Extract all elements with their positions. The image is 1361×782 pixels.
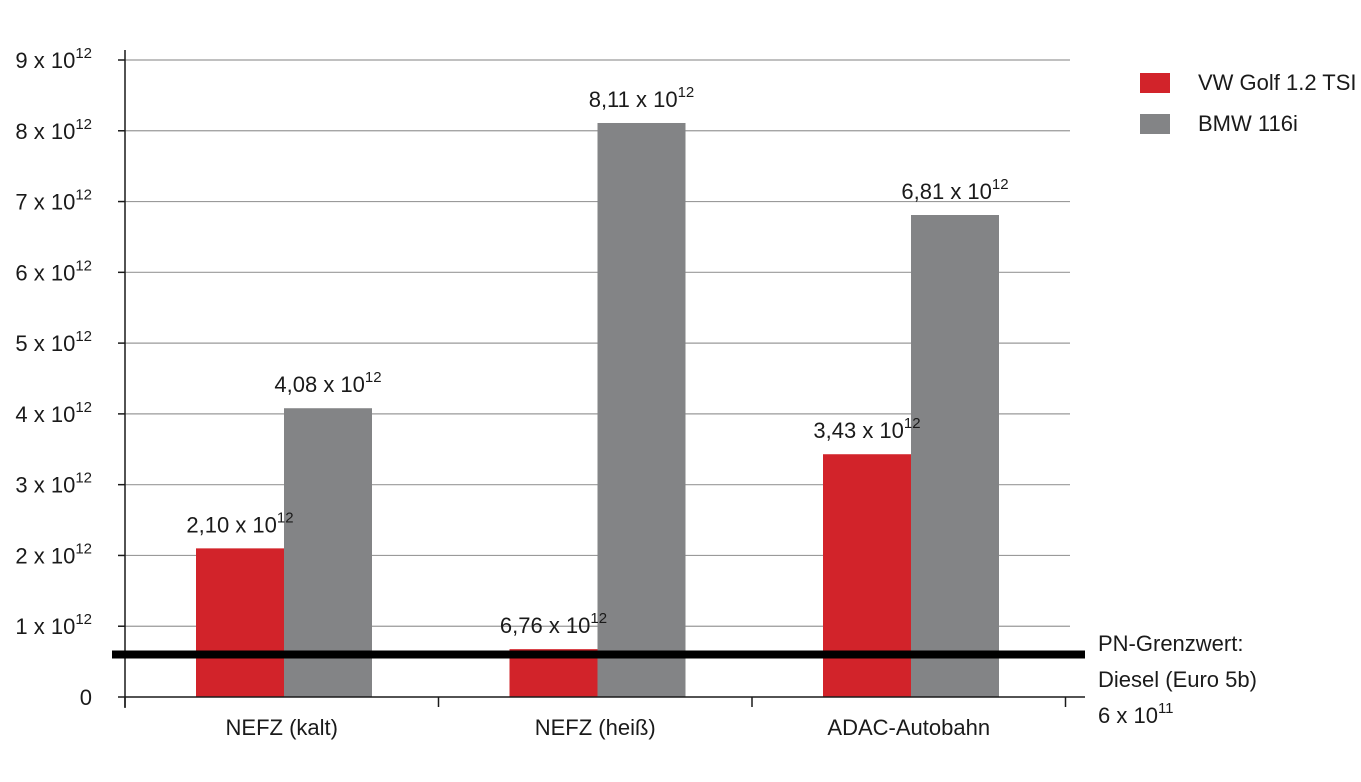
data-label: 6,76 x 1012 [500, 610, 607, 638]
axes [118, 50, 1085, 708]
x-tick-label: NEFZ (heiß) [535, 715, 656, 740]
x-tick-label: ADAC-Autobahn [827, 715, 990, 740]
bar-vw-golf [196, 548, 284, 697]
threshold-value-label: 6 x 1011 [1098, 700, 1174, 728]
y-tick-label: 6 x 1012 [15, 257, 92, 285]
y-tick-label: 7 x 1012 [15, 187, 92, 215]
legend-swatch [1140, 114, 1170, 134]
y-tick-label: 9 x 1012 [15, 45, 92, 73]
y-tick-label: 2 x 1012 [15, 540, 92, 568]
legend: VW Golf 1.2 TSI BMW 116i [1140, 70, 1357, 136]
bar-bmw-116i [911, 215, 999, 697]
data-label: 4,08 x 1012 [274, 369, 381, 397]
bars [196, 122, 999, 697]
y-tick-label: 5 x 1012 [15, 328, 92, 356]
data-label: 8,11 x 1012 [589, 84, 695, 112]
y-tick-label: 4 x 1012 [15, 399, 92, 427]
legend-swatch [1140, 73, 1170, 93]
y-tick-label: 1 x 1012 [15, 611, 92, 639]
bar-bmw-116i [284, 408, 372, 697]
threshold-label: PN-Grenzwert: [1098, 631, 1243, 656]
legend-label: VW Golf 1.2 TSI [1198, 70, 1357, 95]
bar-vw-golf [823, 454, 911, 697]
x-tick-label: NEFZ (kalt) [226, 715, 338, 740]
bar-bmw-116i [597, 122, 686, 697]
threshold-label: Diesel (Euro 5b) [1098, 667, 1257, 692]
y-tick-label: 0 [80, 685, 92, 710]
y-tick-label: 8 x 1012 [15, 116, 92, 144]
data-label: 3,43 x 1012 [813, 415, 920, 443]
data-label: 2,10 x 1012 [186, 509, 293, 537]
labels: 0 1 x 1012 2 x 1012 3 x 1012 4 x 1012 5 x 101… [15, 45, 1257, 740]
y-tick-label: 3 x 1012 [15, 470, 92, 498]
legend-label: BMW 116i [1198, 111, 1298, 136]
data-label: 6,81 x 1012 [901, 176, 1008, 204]
